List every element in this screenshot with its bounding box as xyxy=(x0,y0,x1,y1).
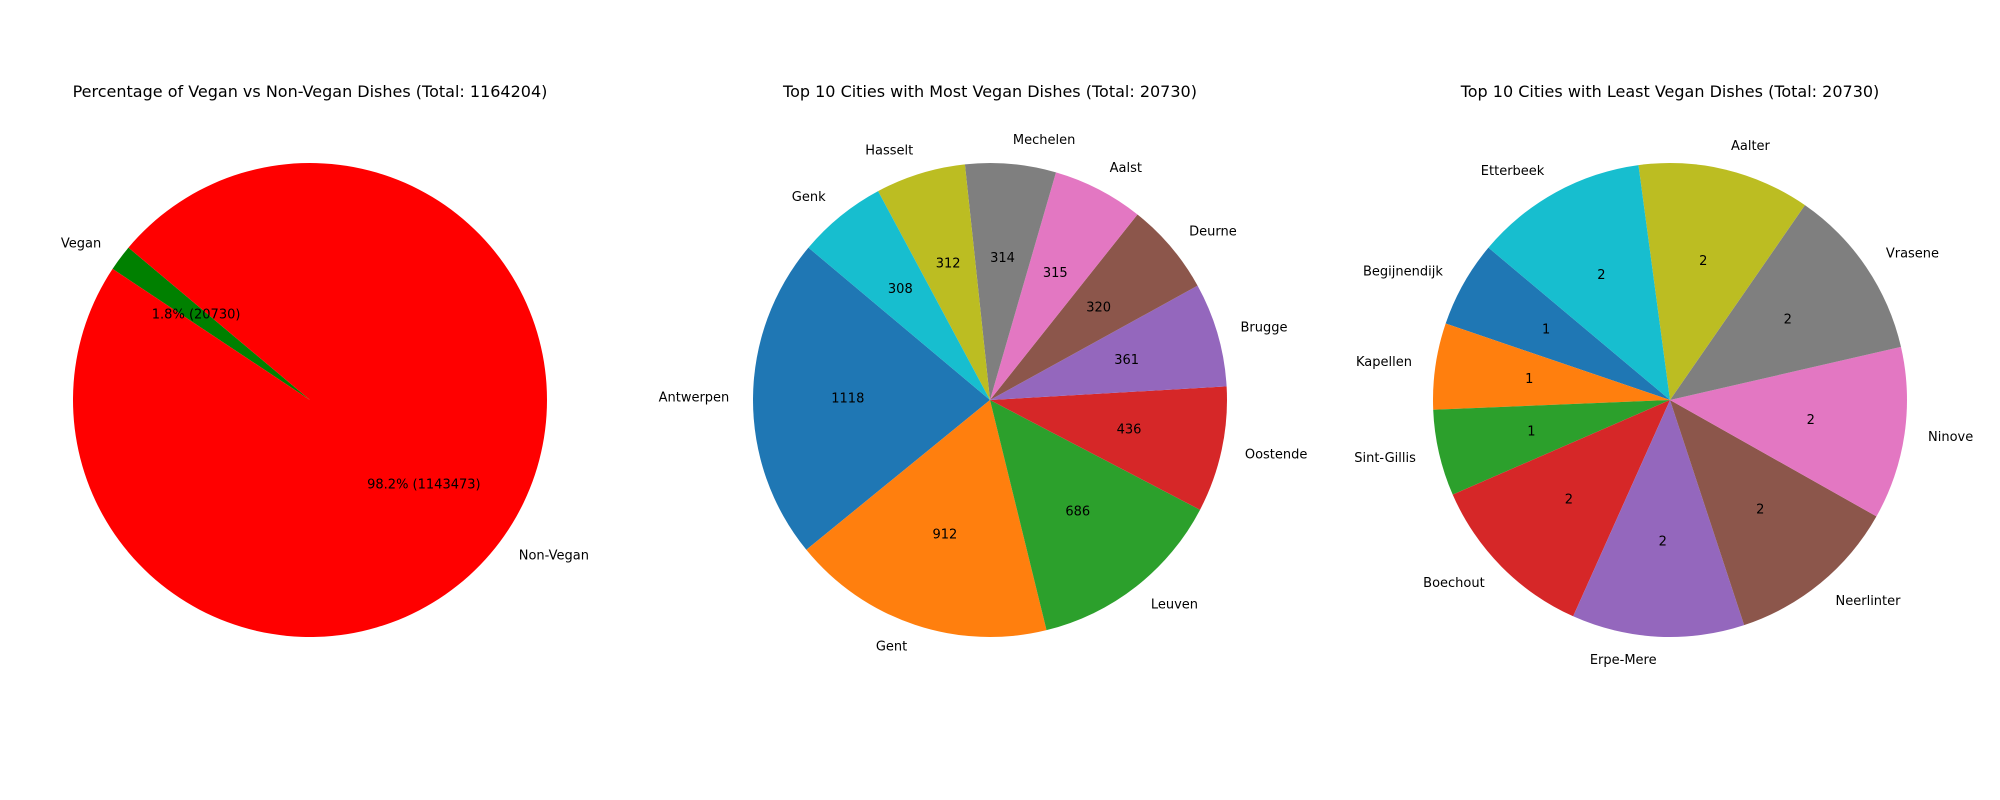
pie-slice-brugge xyxy=(990,285,1227,400)
pie-chart-most-vegan-cities: Top 10 Cities with Most Vegan Dishes (To… xyxy=(659,82,1308,655)
pie-slice-aalst xyxy=(990,172,1138,400)
slice-label-gent: Gent xyxy=(876,640,907,655)
slice-value-label-non-vegan: 98.2% (1143473) xyxy=(367,478,480,493)
pie-slice-kapellen xyxy=(1432,323,1670,410)
pie-slices xyxy=(72,163,547,637)
pie-slices xyxy=(1432,163,1907,637)
chart-title: Percentage of Vegan vs Non-Vegan Dishes … xyxy=(73,82,548,101)
slice-label-deurne: Deurne xyxy=(1189,224,1237,239)
slice-value-label-hasselt: 312 xyxy=(936,257,961,272)
pie-slice-gent xyxy=(806,400,1047,637)
slice-label-begijnendijk: Begijnendijk xyxy=(1363,264,1443,279)
pie-slice-non-vegan xyxy=(72,163,547,637)
slice-value-label-begijnendijk: 1 xyxy=(1542,323,1550,338)
pie-slice-deurne xyxy=(990,214,1198,400)
slice-label-sint-gillis: Sint-Gillis xyxy=(1354,451,1416,466)
pie-slice-oostende xyxy=(990,386,1227,510)
slice-value-label-mechelen: 314 xyxy=(990,251,1015,266)
slice-value-label-leuven: 686 xyxy=(1065,504,1090,519)
slice-label-leuven: Leuven xyxy=(1151,598,1198,613)
slice-value-label-aalst: 315 xyxy=(1043,266,1068,281)
pie-chart-vegan-vs-non-vegan: Percentage of Vegan vs Non-Vegan Dishes … xyxy=(61,82,589,637)
slice-label-kapellen: Kapellen xyxy=(1356,355,1412,370)
slice-value-label-kapellen: 1 xyxy=(1525,372,1533,387)
pie-slice-leuven xyxy=(990,400,1201,631)
pie-slice-vegan xyxy=(112,247,310,400)
pie-slice-etterbeek xyxy=(1488,165,1670,400)
slice-value-label-deurne: 320 xyxy=(1086,301,1111,316)
slice-value-label-oostende: 436 xyxy=(1117,422,1142,437)
slice-value-label-ninove: 2 xyxy=(1807,413,1815,428)
slice-value-label-gent: 912 xyxy=(932,527,957,542)
slice-value-label-etterbeek: 2 xyxy=(1597,268,1605,283)
slice-value-label-aalter: 2 xyxy=(1699,254,1707,269)
slice-value-label-sint-gillis: 1 xyxy=(1527,424,1535,439)
slice-label-antwerpen: Antwerpen xyxy=(659,391,730,406)
slice-value-label-antwerpen: 1118 xyxy=(831,392,864,407)
slice-value-label-genk: 308 xyxy=(888,282,913,297)
slice-label-mechelen: Mechelen xyxy=(1013,133,1075,148)
slice-label-boechout: Boechout xyxy=(1423,576,1485,591)
pie-labels: Begijnendijk 1 Kapellen 1 Sint-Gillis 1 Boecho… xyxy=(1354,139,1973,668)
pie-slice-sint-gillis xyxy=(1433,400,1670,495)
slice-label-vegan: Vegan xyxy=(61,236,101,251)
slice-label-hasselt: Hasselt xyxy=(865,143,913,158)
slice-value-label-neerlinter: 2 xyxy=(1756,502,1764,517)
pie-slice-hasselt xyxy=(878,164,990,400)
slice-value-label-boechout: 2 xyxy=(1565,493,1573,508)
chart-title: Top 10 Cities with Most Vegan Dishes (To… xyxy=(782,82,1197,101)
pie-slice-ninove xyxy=(1670,346,1907,517)
slice-label-aalter: Aalter xyxy=(1731,139,1771,154)
pie-slices xyxy=(753,163,1227,637)
pie-slice-mechelen xyxy=(964,163,1056,400)
pie-slice-vrasene xyxy=(1670,205,1901,400)
slice-label-neerlinter: Neerlinter xyxy=(1836,594,1902,609)
slice-value-label-erpe-mere: 2 xyxy=(1659,535,1667,550)
chart-title: Top 10 Cities with Least Vegan Dishes (T… xyxy=(1460,82,1880,101)
slice-label-aalst: Aalst xyxy=(1110,161,1142,176)
slice-value-label-vrasene: 2 xyxy=(1784,313,1792,328)
pie-labels: Antwerpen 1118 Gent 912 Leuven 686 Oostende 436… xyxy=(659,133,1308,655)
pie-slice-neerlinter xyxy=(1670,400,1877,626)
slice-label-genk: Genk xyxy=(792,190,826,205)
slice-label-brugge: Brugge xyxy=(1241,320,1288,335)
pie-chart-least-vegan-cities: Top 10 Cities with Least Vegan Dishes (T… xyxy=(1354,82,1973,668)
slice-label-ninove: Ninove xyxy=(1928,430,1973,445)
slice-label-non-vegan: Non-Vegan xyxy=(519,549,589,564)
slice-label-oostende: Oostende xyxy=(1245,447,1308,462)
slice-label-erpe-mere: Erpe-Mere xyxy=(1590,653,1657,668)
pie-slice-genk xyxy=(808,191,990,400)
pie-slice-boechout xyxy=(1452,400,1670,617)
pie-slice-antwerpen xyxy=(753,247,990,550)
pie-slice-begijnendijk xyxy=(1445,247,1670,400)
slice-label-etterbeek: Etterbeek xyxy=(1481,164,1545,179)
slice-value-label-brugge: 361 xyxy=(1114,353,1139,368)
pie-slice-aalter xyxy=(1638,163,1805,400)
pie-labels: Vegan 1.8% (20730) Non-Vegan 98.2% (1143473… xyxy=(61,236,589,563)
pie-slice-erpe-mere xyxy=(1573,400,1745,637)
slice-value-label-vegan: 1.8% (20730) xyxy=(152,307,241,322)
slice-label-vrasene: Vrasene xyxy=(1886,246,1939,261)
